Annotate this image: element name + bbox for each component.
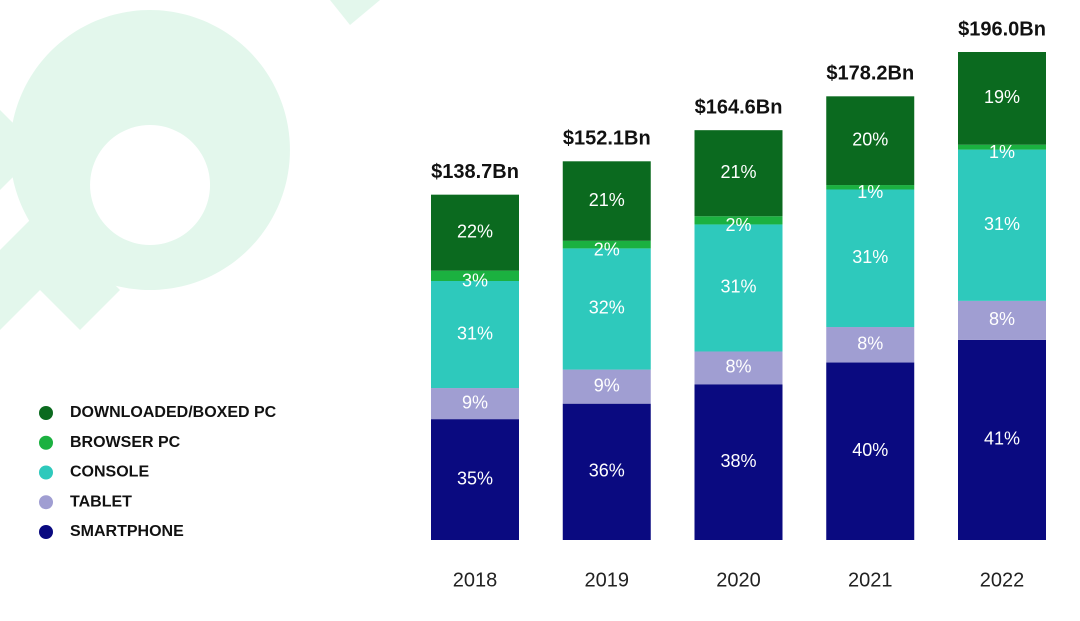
bar-segment [431, 194, 519, 271]
value-label: 1% [989, 142, 1015, 162]
bar-segment [826, 96, 915, 186]
legend-marker [39, 435, 53, 450]
bar-segment [431, 270, 519, 281]
value-label: 8% [725, 357, 751, 377]
value-label: 9% [462, 392, 488, 412]
value-label: 31% [852, 247, 888, 267]
value-label: 3% [462, 271, 488, 291]
legend-marker [39, 465, 53, 480]
x-tick-label: 2021 [848, 569, 893, 591]
bar-segment [562, 240, 651, 249]
bar-segment [694, 130, 783, 217]
value-label: 21% [720, 162, 756, 182]
bar-segment [826, 185, 915, 190]
background-decoration [0, 0, 380, 330]
bar-segment [562, 161, 651, 241]
x-tick-label: 2018 [453, 569, 498, 591]
value-label: 35% [457, 468, 493, 488]
value-label: 2% [594, 239, 620, 259]
bar-segment [958, 52, 1046, 145]
bar-segment [958, 144, 1046, 150]
value-label: 1% [857, 182, 883, 202]
legend-marker [39, 495, 53, 510]
bar-segment [562, 369, 651, 404]
value-label: 21% [589, 190, 625, 210]
value-label: 19% [984, 87, 1020, 107]
bar-segment [694, 224, 783, 352]
value-label: 38% [720, 451, 756, 471]
total-label: $152.1Bn [563, 128, 651, 150]
value-label: 22% [457, 221, 493, 241]
value-label: 36% [589, 461, 625, 481]
bar-segment [694, 384, 783, 540]
bar-segment [562, 248, 651, 370]
bar-segment [694, 351, 783, 385]
value-label: 31% [457, 323, 493, 343]
legend-label: SMARTPHONE [70, 523, 184, 540]
legend-label: CONSOLE [70, 464, 149, 481]
value-label: 31% [720, 277, 756, 297]
bar-segment [958, 300, 1046, 340]
total-label: $164.6Bn [695, 96, 783, 118]
value-label: 32% [589, 298, 625, 318]
bar-segment [694, 216, 783, 225]
total-label: $138.7Bn [431, 161, 519, 183]
value-label: 8% [989, 309, 1015, 329]
bar-segment [431, 419, 519, 540]
x-tick-label: 2019 [585, 569, 630, 591]
value-label: 8% [857, 334, 883, 354]
legend-marker [39, 525, 53, 539]
bar-segment [826, 327, 915, 363]
value-label: 9% [594, 375, 620, 395]
total-label: $196.0Bn [958, 18, 1046, 40]
value-label: 2% [725, 215, 751, 235]
x-tick-label: 2020 [716, 569, 761, 591]
bar-segment [431, 388, 519, 420]
legend-label: BROWSER PC [70, 434, 181, 451]
bar-segment [431, 280, 519, 389]
bar-segment [958, 339, 1046, 540]
bar-segment [562, 403, 651, 540]
legend-label: TABLET [70, 493, 132, 510]
value-label: 31% [984, 214, 1020, 234]
legend-marker [39, 406, 53, 420]
bar-segment [958, 149, 1046, 301]
total-label: $178.2Bn [826, 63, 914, 85]
value-label: 41% [984, 429, 1020, 449]
value-label: 40% [852, 440, 888, 460]
legend-label: DOWNLOADED/BOXED PC [70, 404, 277, 421]
bar-segment [826, 189, 915, 328]
bar-segment [826, 362, 915, 540]
value-label: 20% [852, 129, 888, 149]
x-tick-label: 2022 [980, 569, 1025, 591]
